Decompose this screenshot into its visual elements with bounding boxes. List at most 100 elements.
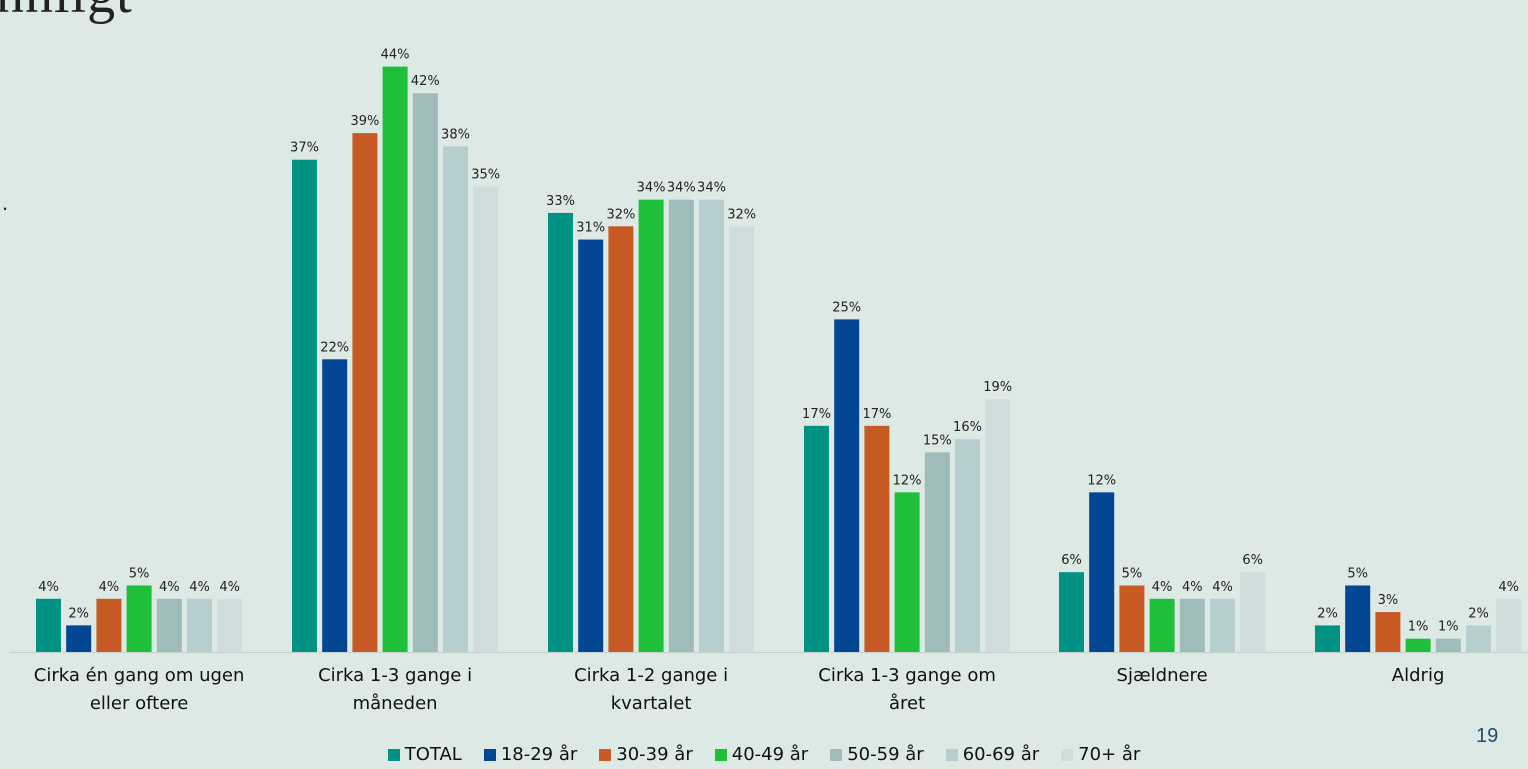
data-label: 6% <box>1061 553 1082 568</box>
bar-0-6 <box>217 598 243 652</box>
bar-2-6 <box>729 226 755 652</box>
data-label: 2% <box>1317 606 1338 621</box>
bar-5-1 <box>1345 585 1371 652</box>
category-label: Sjældnere <box>1117 665 1208 686</box>
category-label: Aldrig <box>1392 665 1445 686</box>
category-label: Cirka 1-2 gange i kvartalet <box>574 665 728 714</box>
bar-2-5 <box>699 199 724 653</box>
bar-1-3 <box>382 66 408 652</box>
legend-swatch <box>1061 748 1074 761</box>
bar-4-6 <box>1240 572 1266 652</box>
data-label: 1% <box>1438 620 1459 635</box>
bar-4-5 <box>1210 598 1235 652</box>
data-label: 34% <box>667 181 696 196</box>
bar-2-2 <box>608 226 634 652</box>
legend-swatch <box>714 748 727 761</box>
data-label: 35% <box>471 167 500 182</box>
bar-5-3 <box>1405 638 1431 652</box>
bar-5-5 <box>1466 625 1491 652</box>
bar-3-1 <box>834 319 860 652</box>
data-label: 1% <box>1408 620 1429 635</box>
bar-3-0 <box>804 425 829 652</box>
bar-4-4 <box>1179 598 1205 652</box>
legend-item: 50-59 år <box>830 744 924 765</box>
bar-2-1 <box>578 239 604 652</box>
legend-swatch <box>483 748 496 761</box>
bar-5-0 <box>1315 625 1340 652</box>
data-label: 12% <box>893 473 922 488</box>
bar-1-4 <box>412 93 438 652</box>
bar-1-5 <box>443 146 468 652</box>
bar-0-1 <box>66 625 92 652</box>
data-label: 4% <box>1212 580 1233 595</box>
bar-1-2 <box>352 133 378 652</box>
data-label: 32% <box>727 207 756 222</box>
bar-1-1 <box>322 359 348 652</box>
category-label: Cirka én gang om ugen eller oftere <box>34 665 245 714</box>
data-label: 15% <box>923 433 952 448</box>
data-label: 4% <box>219 580 240 595</box>
data-label: 4% <box>159 580 180 595</box>
data-label: 22% <box>320 340 349 355</box>
legend-item: TOTAL <box>387 744 462 765</box>
bar-0-2 <box>96 598 122 652</box>
bar-2-0 <box>548 212 573 652</box>
legend-item: 30-39 år <box>599 744 693 765</box>
data-label: 34% <box>697 181 726 196</box>
legend-item: 18-29 år <box>483 744 577 765</box>
data-label: 31% <box>576 221 605 236</box>
bar-4-0 <box>1059 572 1084 652</box>
bar-1-0 <box>292 159 317 652</box>
data-label: 2% <box>68 606 89 621</box>
data-label: 3% <box>1378 593 1399 608</box>
bar-3-4 <box>924 452 950 652</box>
bar-4-3 <box>1149 598 1175 652</box>
data-label: 6% <box>1242 553 1263 568</box>
side-text: . <box>2 190 9 215</box>
data-label: 4% <box>1152 580 1173 595</box>
bar-3-3 <box>894 492 920 652</box>
data-label: 25% <box>832 300 861 315</box>
data-label: 33% <box>546 194 575 209</box>
legend-swatch <box>830 748 843 761</box>
bar-0-0 <box>36 598 61 652</box>
legend-label: 60-69 år <box>962 744 1040 765</box>
bar-3-2 <box>864 425 890 652</box>
legend-swatch <box>387 748 400 761</box>
data-label: 38% <box>441 127 470 142</box>
data-label: 37% <box>290 141 319 156</box>
data-label: 19% <box>983 380 1012 395</box>
legend-swatch <box>599 748 612 761</box>
data-label: 17% <box>802 407 831 422</box>
bar-5-4 <box>1435 638 1461 652</box>
data-label: 34% <box>637 181 666 196</box>
bar-3-5 <box>955 439 980 652</box>
data-label: 4% <box>1182 580 1203 595</box>
category-label: Cirka 1-3 gange i måneden <box>318 665 472 714</box>
data-label: 2% <box>1468 606 1489 621</box>
data-label: 5% <box>129 566 150 581</box>
bar-2-3 <box>638 199 664 653</box>
data-label: 16% <box>953 420 982 435</box>
data-label: 44% <box>381 48 410 63</box>
legend-label: TOTAL <box>404 744 462 765</box>
slide-title: nnligt <box>0 0 133 26</box>
bar-0-5 <box>187 598 212 652</box>
legend-label: 40-49 år <box>731 744 809 765</box>
legend-item: 70+ år <box>1061 744 1140 765</box>
data-label: 4% <box>38 580 59 595</box>
legend-swatch <box>945 748 958 761</box>
category-label: Cirka 1-3 gange om året <box>818 665 996 714</box>
page-number: 19 <box>1476 725 1499 747</box>
chart-legend: TOTAL 18-29 år 30-39 år 40-49 år 50-59 år 60-… <box>0 744 1528 765</box>
bar-1-6 <box>473 186 499 652</box>
data-label: 12% <box>1087 473 1116 488</box>
data-label: 4% <box>99 580 120 595</box>
bar-4-1 <box>1089 492 1115 652</box>
bar-0-4 <box>156 598 182 652</box>
legend-label: 30-39 år <box>616 744 693 765</box>
legend-item: 60-69 år <box>945 744 1040 765</box>
bar-4-2 <box>1119 585 1145 652</box>
data-label: 5% <box>1347 566 1368 581</box>
